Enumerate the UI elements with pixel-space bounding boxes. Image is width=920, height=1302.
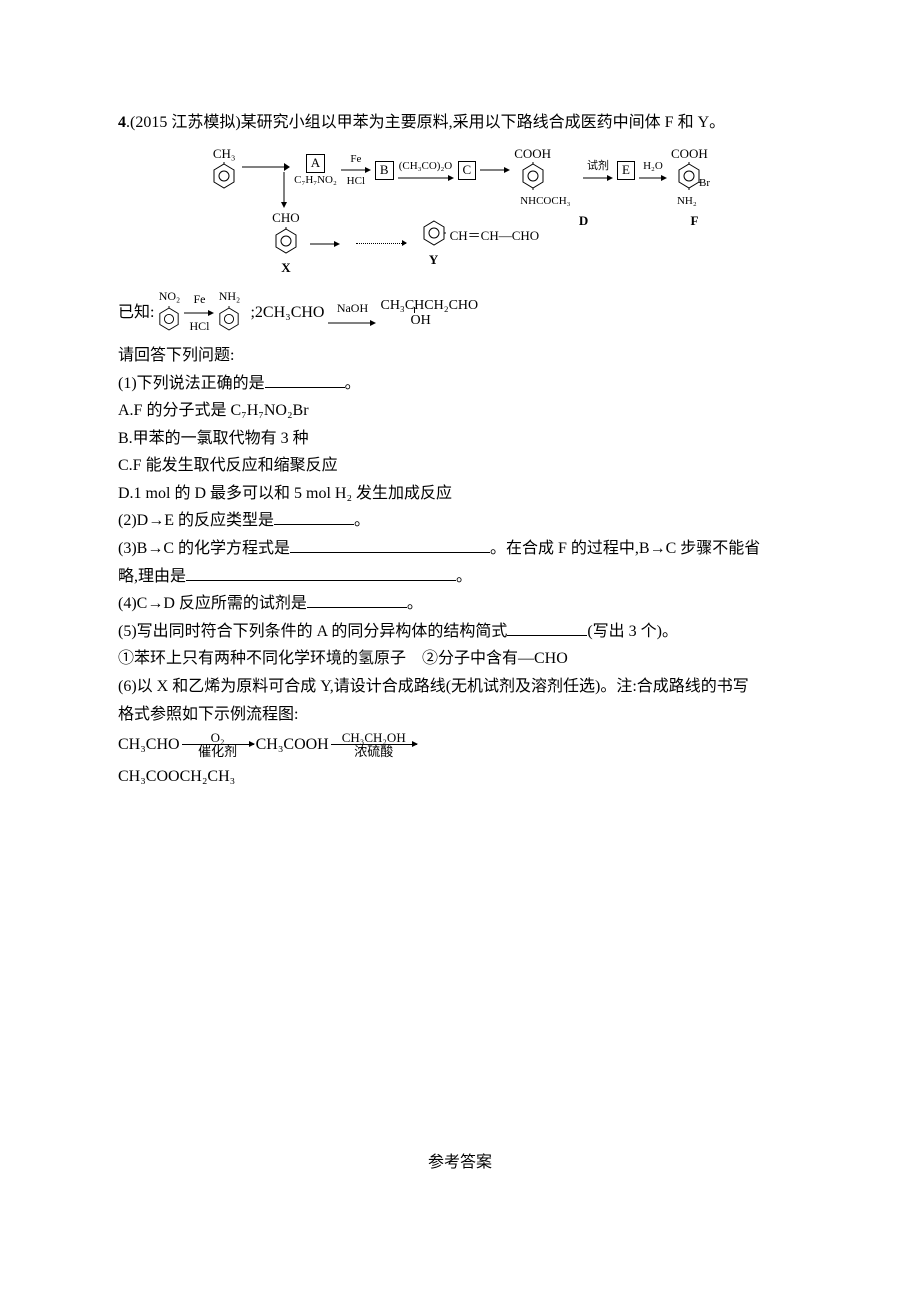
q1-optD: D.1 mol 的 D 最多可以和 5 mol H₂ 发生加成反应	[118, 481, 802, 507]
arrow-fe-hcl: Fe HCl	[341, 152, 371, 189]
q5-blank[interactable]	[507, 620, 587, 636]
arrow-fe-hcl-2: Fe HCl	[184, 290, 214, 336]
aldol-product: CH₃CHCH₂CHO OH	[380, 298, 478, 329]
q1-optC: C.F 能发生取代反应和缩聚反应	[118, 453, 802, 479]
arrow-X-step	[310, 240, 340, 248]
q2-blank[interactable]	[274, 509, 354, 525]
mol-aniline: NH₂	[218, 287, 240, 339]
q3-stem: (3)B→C 的化学方程式是。在合成 F 的过程中,B→C 步骤不能省	[118, 536, 802, 562]
arrow-h2o: H₂O	[639, 159, 667, 181]
q3-blank2[interactable]	[186, 565, 456, 581]
question-stem: 某研究小组以甲苯为主要原料,采用以下路线合成医药中间体 F 和 Y。	[241, 114, 725, 131]
intermediate-B: B	[375, 161, 394, 180]
aldol-left: ;2CH₃CHO	[250, 300, 324, 326]
q5-stem: (5)写出同时符合下列条件的 A 的同分异构体的结构简式(写出 3 个)。	[118, 619, 802, 645]
q6-stem: (6)以 X 和乙烯为原料可合成 Y,请设计合成路线(无机试剂及溶剂任选)。注:…	[118, 674, 802, 700]
example-r1: CH₃CHO	[118, 732, 180, 758]
question-source: (2015 江苏模拟)	[130, 114, 241, 131]
intermediate-C: C	[458, 161, 477, 180]
q5-conditions: ①苯环上只有两种不同化学环境的氢原子 ②分子中含有—CHO	[118, 646, 802, 672]
answer-prompt: 请回答下列问题:	[118, 343, 802, 369]
q2-stem: (2)D→E 的反应类型是。	[118, 508, 802, 534]
given-reactions: 已知: NO₂ Fe HCl NH₂ ;2CH₃CHO NaOH CH₃CHCH	[118, 287, 802, 339]
arrow-acetyl: (CH₃CO)₂O	[398, 159, 454, 181]
arrow-reagent: 试剂	[583, 159, 613, 181]
q3-stem2: 略,理由是。	[118, 564, 802, 590]
q4-blank[interactable]	[307, 592, 407, 608]
mol-Y: Y CH＝CH—CHO	[422, 219, 540, 269]
label-D: D	[559, 213, 609, 230]
q4-stem: (4)C→D 反应所需的试剂是。	[118, 591, 802, 617]
question-header: 4.(2015 江苏模拟)某研究小组以甲苯为主要原料,采用以下路线合成医药中间体…	[118, 110, 802, 136]
mol-F: COOH Br NH₂	[671, 146, 708, 196]
q3-blank1[interactable]	[290, 537, 490, 553]
example-r2: CH₃COOH	[256, 732, 329, 758]
question-number: 4	[118, 114, 126, 131]
answer-heading: 参考答案	[118, 1150, 802, 1176]
q1-stem: (1)下列说法正确的是。	[118, 371, 802, 397]
arrow-to-D	[480, 166, 510, 174]
q6-stem2: 格式参照如下示例流程图:	[118, 702, 802, 728]
example-arrow2: CH₃CH₂OH 浓硫酸	[331, 731, 417, 758]
example-arrow1: O₂ 催化剂	[182, 731, 254, 758]
example-flow: CH₃CHO O₂ 催化剂 CH₃COOH CH₃CH₂OH 浓硫酸	[118, 731, 802, 758]
dotted-arrow	[356, 243, 406, 244]
label-F: F	[691, 213, 699, 230]
intermediate-A: A C₇H₇NO₂	[294, 154, 337, 187]
mol-D: COOH NHCOCH₃	[514, 146, 551, 196]
given-prefix: 已知:	[118, 300, 154, 326]
mol-toluene: CH₃	[212, 146, 236, 196]
arrow-naoh: NaOH	[328, 299, 376, 326]
arrow-to-A	[240, 157, 290, 183]
example-r3: CH₃COOCH₂CH₃	[118, 764, 802, 790]
q1-blank[interactable]	[265, 372, 345, 388]
reaction-scheme: CH₃ A C₇H₇NO₂ Fe HCl	[118, 144, 802, 279]
q1-optA: A.F 的分子式是 C₇H₇NO₂Br	[118, 398, 802, 424]
q1-optB: B.甲苯的一氯取代物有 3 种	[118, 426, 802, 452]
intermediate-E: E	[617, 161, 635, 180]
mol-nitrobenzene: NO₂	[158, 287, 180, 339]
mol-X: CHO X	[272, 210, 299, 277]
